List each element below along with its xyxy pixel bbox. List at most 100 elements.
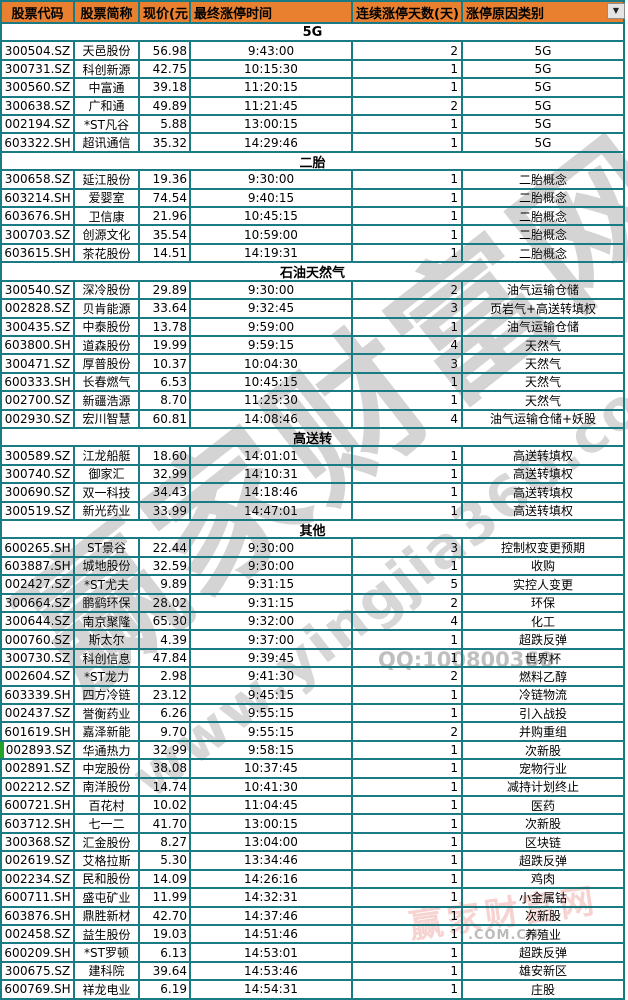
cell-time[interactable]: 14:19:31 <box>191 244 353 262</box>
cell-price[interactable]: 41.70 <box>140 815 191 832</box>
cell-name[interactable]: ST景谷 <box>75 539 140 556</box>
cell-name[interactable]: 超讯通信 <box>75 134 140 151</box>
cell-days[interactable]: 1 <box>353 392 463 409</box>
cell-code[interactable]: 002891.SZ <box>0 760 75 777</box>
cell-time[interactable]: 9:32:00 <box>191 613 353 630</box>
cell-reason[interactable]: 超跌反弹 <box>463 852 625 869</box>
cell-name[interactable]: 中泰股份 <box>75 318 140 335</box>
cell-name[interactable]: 民和股份 <box>75 870 140 888</box>
cell-time[interactable]: 13:34:46 <box>191 852 353 869</box>
cell-time[interactable]: 14:29:46 <box>191 134 353 151</box>
filter-dropdown-button[interactable]: ▼ <box>607 3 625 19</box>
cell-reason[interactable]: 5G <box>463 42 625 59</box>
cell-price[interactable]: 22.44 <box>140 539 191 556</box>
cell-time[interactable]: 14:47:01 <box>191 502 353 519</box>
cell-time[interactable]: 9:31:15 <box>191 576 353 593</box>
cell-reason[interactable]: 环保 <box>463 594 625 611</box>
cell-code[interactable]: 300703.SZ <box>0 226 75 243</box>
cell-reason[interactable]: 世界杯 <box>463 649 625 667</box>
cell-price[interactable]: 19.03 <box>140 925 191 943</box>
cell-name[interactable]: 新疆浩源 <box>75 392 140 409</box>
cell-price[interactable]: 18.60 <box>140 447 191 464</box>
cell-price[interactable]: 6.19 <box>140 981 191 998</box>
cell-reason[interactable]: 二胎概念 <box>463 244 625 262</box>
cell-price[interactable]: 34.43 <box>140 484 191 501</box>
cell-code[interactable]: 300471.SZ <box>0 355 75 372</box>
cell-name[interactable]: *ST尤夫 <box>75 576 140 593</box>
cell-price[interactable]: 35.54 <box>140 226 191 243</box>
cell-reason[interactable]: 庄股 <box>463 981 625 998</box>
cell-price[interactable]: 32.99 <box>140 741 191 759</box>
cell-code[interactable]: 600265.SH <box>0 539 75 556</box>
cell-code[interactable]: 600721.SH <box>0 797 75 814</box>
cell-reason[interactable]: 控制权变更预期 <box>463 539 625 556</box>
cell-time[interactable]: 10:59:00 <box>191 226 353 243</box>
cell-reason[interactable]: 高送转填权 <box>463 465 625 483</box>
cell-code[interactable]: 002930.SZ <box>0 410 75 427</box>
cell-code[interactable]: 603712.SH <box>0 815 75 832</box>
cell-time[interactable]: 9:31:15 <box>191 594 353 611</box>
cell-days[interactable]: 1 <box>353 79 463 96</box>
cell-reason[interactable]: 页岩气+高送转填权 <box>463 300 625 317</box>
cell-price[interactable]: 19.99 <box>140 336 191 354</box>
cell-price[interactable]: 6.53 <box>140 373 191 391</box>
cell-code[interactable]: 300519.SZ <box>0 502 75 519</box>
cell-code[interactable]: 300644.SZ <box>0 613 75 630</box>
cell-code[interactable]: 300504.SZ <box>0 42 75 59</box>
cell-reason[interactable]: 5G <box>463 97 625 115</box>
cell-days[interactable]: 1 <box>353 373 463 391</box>
cell-name[interactable]: 百花村 <box>75 797 140 814</box>
cell-code[interactable]: 002458.SZ <box>0 925 75 943</box>
cell-code[interactable]: 002700.SZ <box>0 392 75 409</box>
cell-price[interactable]: 9.70 <box>140 723 191 740</box>
cell-days[interactable]: 1 <box>353 944 463 961</box>
cell-price[interactable]: 5.30 <box>140 852 191 869</box>
cell-days[interactable]: 1 <box>353 925 463 943</box>
cell-price[interactable]: 11.99 <box>140 889 191 906</box>
cell-price[interactable]: 10.02 <box>140 797 191 814</box>
cell-price[interactable]: 19.36 <box>140 171 191 188</box>
cell-price[interactable]: 2.98 <box>140 668 191 685</box>
cell-reason[interactable]: 超跌反弹 <box>463 944 625 961</box>
cell-code[interactable]: 600711.SH <box>0 889 75 906</box>
cell-time[interactable]: 9:30:00 <box>191 539 353 556</box>
cell-name[interactable]: 誉衡药业 <box>75 705 140 722</box>
column-header-reason[interactable]: 涨停原因类别 <box>463 2 625 22</box>
cell-price[interactable]: 8.70 <box>140 392 191 409</box>
cell-name[interactable]: 广和通 <box>75 97 140 115</box>
cell-reason[interactable]: 二胎概念 <box>463 226 625 243</box>
cell-time[interactable]: 9:58:15 <box>191 741 353 759</box>
cell-days[interactable]: 1 <box>353 189 463 207</box>
cell-code[interactable]: 300589.SZ <box>0 447 75 464</box>
cell-reason[interactable]: 次新股 <box>463 907 625 924</box>
cell-price[interactable]: 8.27 <box>140 833 191 851</box>
cell-code[interactable]: 300730.SZ <box>0 649 75 667</box>
cell-reason[interactable]: 宠物行业 <box>463 760 625 777</box>
cell-price[interactable]: 6.26 <box>140 705 191 722</box>
cell-name[interactable]: 道森股份 <box>75 336 140 354</box>
cell-name[interactable]: 茶花股份 <box>75 244 140 262</box>
cell-code[interactable]: 603800.SH <box>0 336 75 354</box>
cell-price[interactable]: 6.13 <box>140 944 191 961</box>
cell-reason[interactable]: 区块链 <box>463 833 625 851</box>
cell-days[interactable]: 1 <box>353 797 463 814</box>
cell-time[interactable]: 9:30:00 <box>191 281 353 299</box>
cell-time[interactable]: 14:51:46 <box>191 925 353 943</box>
cell-name[interactable]: 江龙船艇 <box>75 447 140 464</box>
cell-days[interactable]: 1 <box>353 631 463 648</box>
cell-name[interactable]: 延江股份 <box>75 171 140 188</box>
cell-days[interactable]: 3 <box>353 355 463 372</box>
cell-reason[interactable]: 化工 <box>463 613 625 630</box>
cell-name[interactable]: *ST罗顿 <box>75 944 140 961</box>
cell-time[interactable]: 9:37:00 <box>191 631 353 648</box>
cell-price[interactable]: 5.88 <box>140 116 191 133</box>
cell-name[interactable]: 长春燃气 <box>75 373 140 391</box>
cell-time[interactable]: 10:15:30 <box>191 60 353 78</box>
cell-code[interactable]: 300638.SZ <box>0 97 75 115</box>
cell-name[interactable]: 四方冷链 <box>75 686 140 704</box>
cell-price[interactable]: 65.30 <box>140 613 191 630</box>
cell-price[interactable]: 39.64 <box>140 962 191 980</box>
cell-time[interactable]: 14:53:46 <box>191 962 353 980</box>
cell-name[interactable]: 宏川智慧 <box>75 410 140 427</box>
cell-time[interactable]: 9:40:15 <box>191 189 353 207</box>
